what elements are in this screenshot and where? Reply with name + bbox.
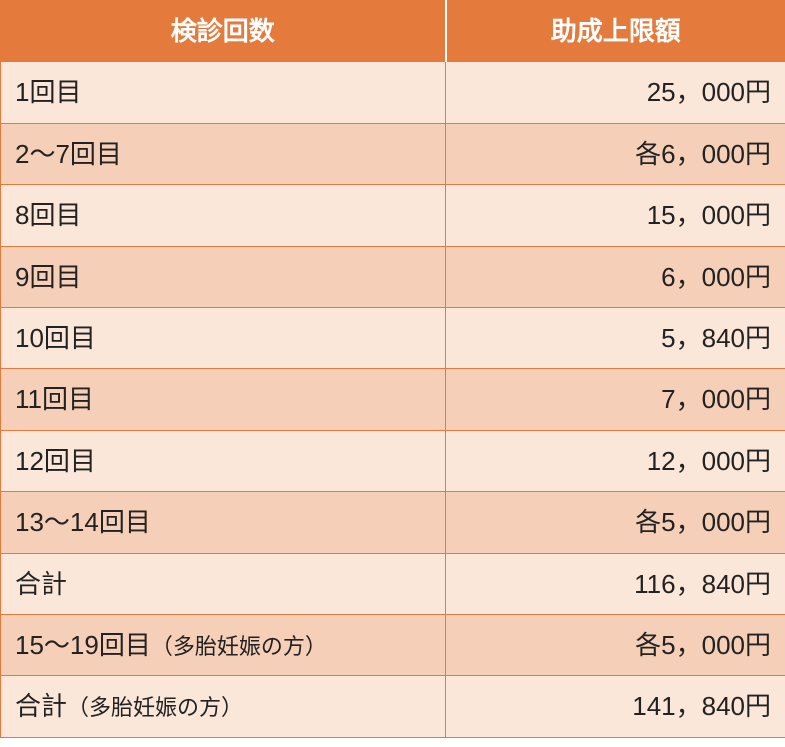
col-header-times: 検診回数 [1, 1, 446, 62]
table-body: 1回目 25，000円 2～7回目 各6，000円 8回目 15，000円 9回… [1, 62, 785, 737]
amount-cell: 6，000円 [446, 246, 785, 307]
subsidy-table: 検診回数 助成上限額 1回目 25，000円 2～7回目 各6，000円 8回目… [0, 0, 785, 738]
amount-cell: 25，000円 [446, 62, 785, 123]
table-row: 12回目 12，000円 [1, 430, 785, 491]
times-cell: 15～19回目（多胎妊娠の方） [1, 614, 446, 675]
amount-cell: 7，000円 [446, 369, 785, 430]
times-cell: 11回目 [1, 369, 446, 430]
table-row: 1回目 25，000円 [1, 62, 785, 123]
amount-cell: 各5，000円 [446, 492, 785, 553]
table-row: 15～19回目（多胎妊娠の方） 各5，000円 [1, 614, 785, 675]
amount-cell: 各6，000円 [446, 123, 785, 184]
table-row: 合計（多胎妊娠の方） 141，840円 [1, 676, 785, 737]
table-row: 11回目 7，000円 [1, 369, 785, 430]
times-cell: 2～7回目 [1, 123, 446, 184]
times-cell: 1回目 [1, 62, 446, 123]
times-cell: 8回目 [1, 185, 446, 246]
table-header-row: 検診回数 助成上限額 [1, 1, 785, 62]
times-cell: 合計（多胎妊娠の方） [1, 676, 446, 737]
times-cell: 12回目 [1, 430, 446, 491]
table-row: 9回目 6，000円 [1, 246, 785, 307]
table-row: 13～14回目 各5，000円 [1, 492, 785, 553]
amount-cell: 12，000円 [446, 430, 785, 491]
table-row: 2～7回目 各6，000円 [1, 123, 785, 184]
amount-cell: 116，840円 [446, 553, 785, 614]
table-row: 合計 116，840円 [1, 553, 785, 614]
times-cell: 13～14回目 [1, 492, 446, 553]
table-row: 8回目 15，000円 [1, 185, 785, 246]
col-header-amount: 助成上限額 [446, 1, 785, 62]
amount-cell: 15，000円 [446, 185, 785, 246]
table-row: 10回目 5，840円 [1, 307, 785, 368]
times-cell: 9回目 [1, 246, 446, 307]
amount-cell: 各5，000円 [446, 614, 785, 675]
amount-cell: 141，840円 [446, 676, 785, 737]
times-cell: 10回目 [1, 307, 446, 368]
amount-cell: 5，840円 [446, 307, 785, 368]
times-cell: 合計 [1, 553, 446, 614]
